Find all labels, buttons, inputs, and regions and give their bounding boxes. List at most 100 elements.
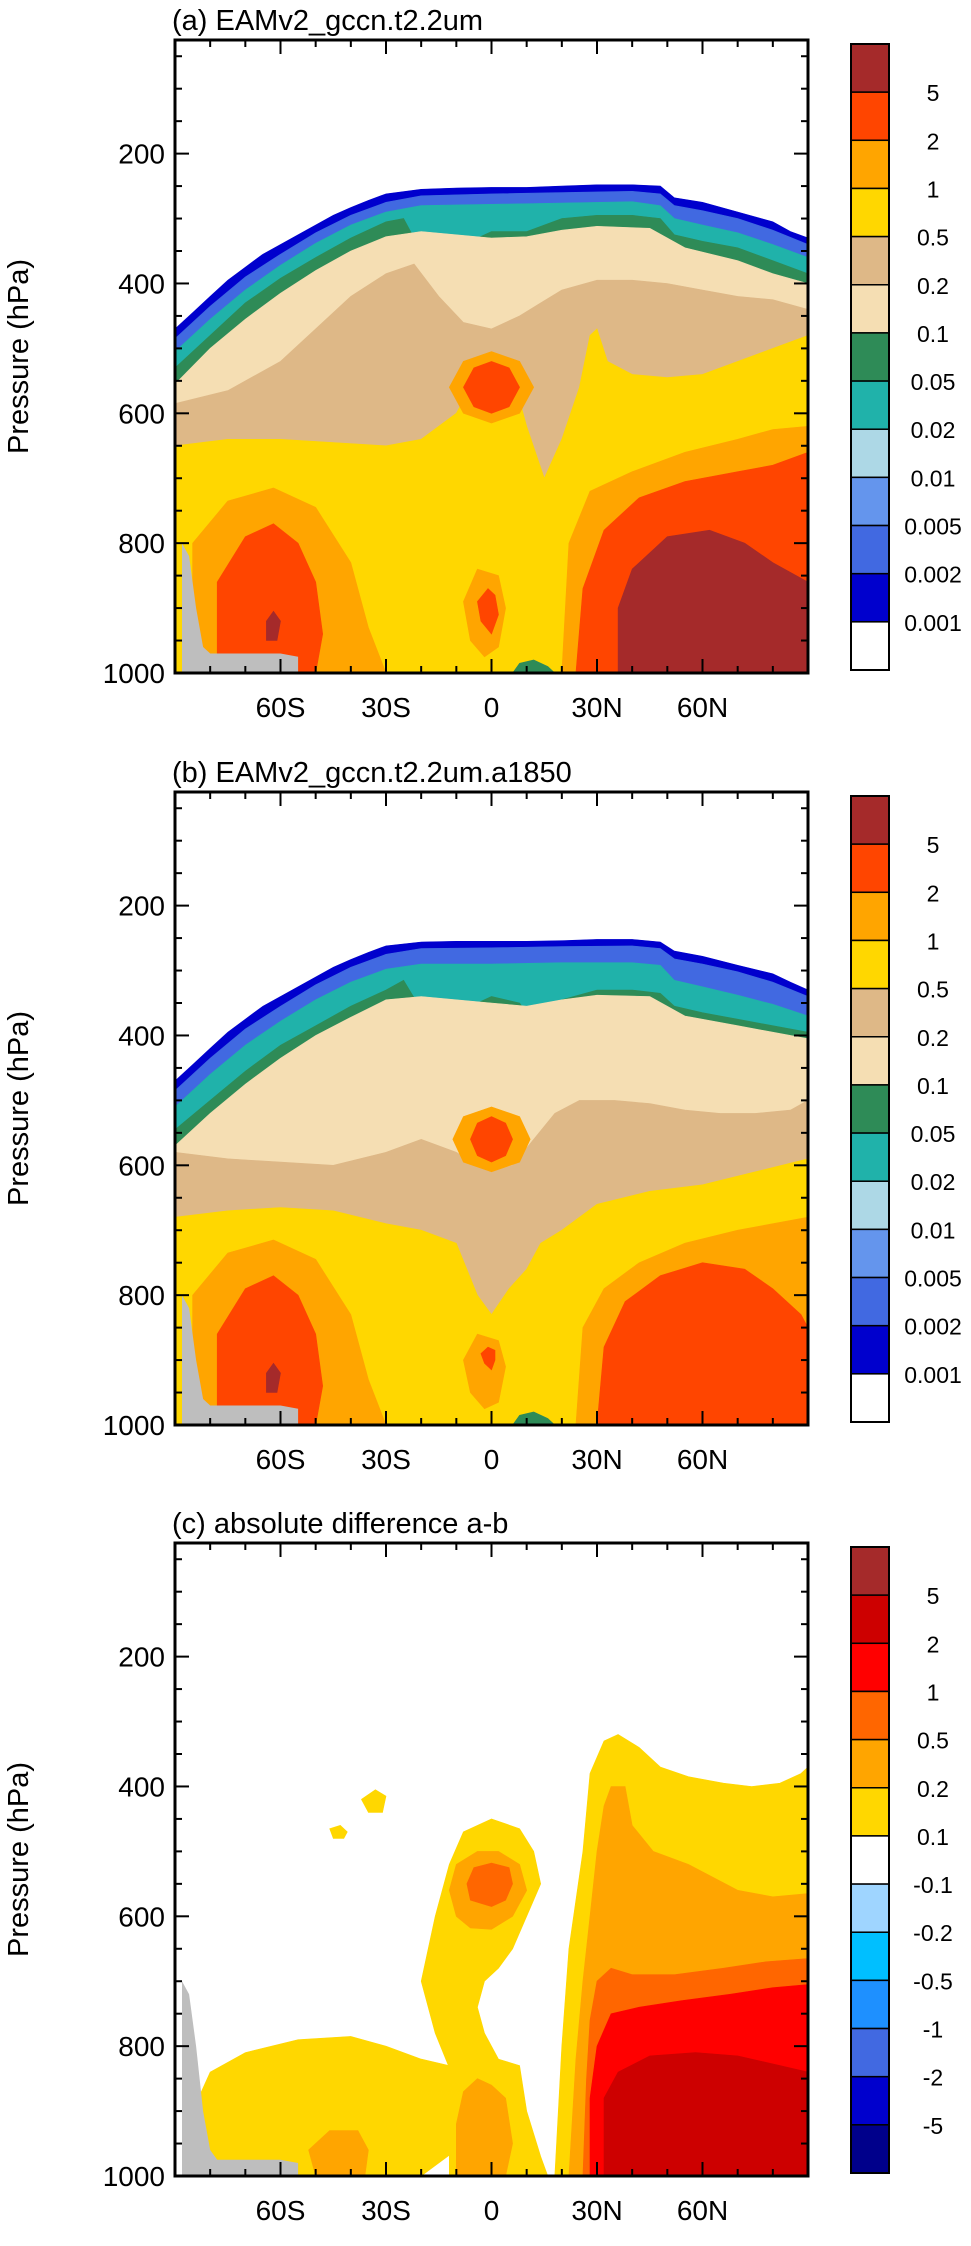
y-tick-label: 400 [118,268,165,299]
colorbar-box [850,332,890,382]
colorbar-box [850,428,890,479]
colorbar-label: 0.002 [904,562,962,588]
y-tick-label: 1000 [103,658,165,689]
colorbar-box [850,1835,890,1885]
colorbar-label: 0.5 [917,977,949,1003]
x-tick-label: 30N [571,2195,622,2226]
colorbar-box [850,621,890,671]
colorbar-box [850,2124,890,2174]
colorbar-box [850,139,890,190]
x-tick-label: 60S [256,2195,306,2226]
colorbar-box [850,1787,890,1837]
y-tick-label: 600 [118,1150,165,1181]
colorbar-box [850,1979,890,2030]
colorbar-frame [850,43,890,671]
colorbar-label: 0.02 [911,1169,956,1195]
y-axis-label: Pressure (hPa) [3,259,35,454]
y-axis-label: Pressure (hPa) [3,1011,35,1206]
colorbar-label: -5 [923,2113,943,2139]
colorbar-box [850,1931,890,1982]
colorbar-box [850,1690,890,1741]
region-red-region [216,1275,324,1425]
colorbar-label: 0.001 [904,610,962,636]
x-tick-label: 60N [677,2195,728,2226]
region-equator-lower-core [480,1346,496,1371]
colorbar-label: 0.002 [904,1314,962,1340]
colorbar-box [850,235,890,286]
x-tick-label: 0 [484,1444,500,1475]
region-equator-lower-core [477,588,499,635]
colorbar-label: 5 [927,1583,940,1609]
colorbar-label: 0.2 [917,1025,949,1051]
x-tick-label: 60N [677,1444,728,1475]
region-red-region-east [596,1262,808,1425]
colorbar-label: 0.2 [917,1776,949,1802]
colorbar-box [850,1373,890,1423]
x-tick-label: 30N [571,692,622,723]
contour-fills [175,939,808,1425]
colorbar-frame [850,795,890,1423]
colorbar-label: 5 [927,832,940,858]
region-yellow-patch-2 [361,1789,387,1813]
region-orange-south-low [308,2130,369,2176]
region-lower-teal [512,1411,556,1425]
y-tick-label: 200 [118,139,165,170]
panel-title: (a) EAMv2_gccn.t2.2um [172,5,483,37]
colorbar-box [850,524,890,575]
x-tick-label: 60S [256,692,306,723]
colorbar-label: 0.1 [917,321,949,347]
y-tick-label: 800 [118,528,165,559]
colorbar-box [850,1883,890,1933]
panel-title: (c) absolute difference a-b [172,1508,508,1540]
colorbar-box [850,1228,890,1279]
colorbar-box [850,476,890,527]
x-tick-label: 30S [361,692,411,723]
colorbar-box [850,187,890,238]
panel-title: (b) EAMv2_gccn.t2.2um.a1850 [172,757,572,789]
colorbar-box [850,1180,890,1231]
colorbar-box [850,1132,890,1182]
colorbar: 5 2 1 0.5 0.2 0.1 0.05 0.02 0.01 0.005 0.002 0.001 [850,43,962,671]
region-red-region [216,523,324,673]
masked-topography [182,1295,299,1425]
colorbar-box [850,1594,890,1645]
colorbar-label: 2 [927,128,940,154]
colorbar-label: 1 [927,928,940,954]
colorbar-label: 0.02 [911,417,956,443]
panel-2: (b) EAMv2_gccn.t2.2um.a1850 200 400 600 800 1… [3,757,962,1475]
colorbar-box [850,380,890,430]
colorbar-box [850,2075,890,2126]
panel-3: (c) absolute difference a-b 200 400 600 800 1… [3,1508,953,2226]
colorbar-box [850,2027,890,2078]
x-tick-label: 30N [571,1444,622,1475]
colorbar-box [850,1738,890,1789]
colorbar-label: 1 [927,176,940,202]
contour-fills [175,184,808,673]
region-darkorange-equator [466,1862,513,1907]
region-darkred-region-south [266,610,281,641]
colorbar-box [850,1324,890,1375]
colorbar-box [850,891,890,942]
colorbar-box [850,795,890,845]
colorbar-label: -2 [923,2065,943,2091]
colorbar-label: 2 [927,1631,940,1657]
colorbar-label: 0.2 [917,273,949,299]
x-tick-label: 60S [256,1444,306,1475]
colorbar-label: 2 [927,880,940,906]
x-tick-label: 0 [484,692,500,723]
colorbar-box [850,1276,890,1327]
region-equator-core [463,361,520,414]
y-axis-label: Pressure (hPa) [3,1762,35,1957]
contour-fills [182,1734,808,2176]
colorbar-label: 1 [927,1679,940,1705]
colorbar-label: 0.005 [904,514,962,540]
panel-1: (a) EAMv2_gccn.t2.2um 200 400 600 800 1000 60S… [3,5,962,723]
colorbar-label: -1 [923,2017,943,2043]
x-tick-label: 30S [361,1444,411,1475]
y-tick-label: 400 [118,1020,165,1051]
x-tick-label: 60N [677,692,728,723]
colorbar-label: 0.05 [911,369,956,395]
colorbar-label: -0.2 [913,1920,953,1946]
colorbar-box [850,1036,890,1086]
